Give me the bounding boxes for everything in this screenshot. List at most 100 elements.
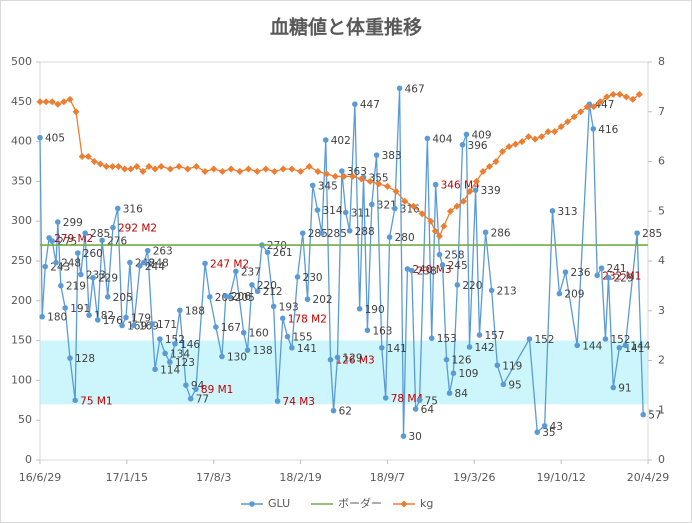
data-point [499,148,507,156]
data-point [86,312,92,318]
data-point [577,108,585,116]
data-point [538,133,546,141]
data-label: 467 [405,83,425,95]
data-label: 123 [175,357,195,369]
data-point [349,172,357,180]
data-point [622,342,629,349]
data-label: 64 [421,404,435,416]
data-point [594,272,600,279]
data-point [436,251,443,258]
data-point [416,397,423,404]
data-point [207,294,213,300]
data-point [346,227,353,234]
data-label: 35 [542,427,555,439]
data-point [544,128,552,136]
data-label: 236 [570,267,590,279]
x-tick-label: 18/2/19 [279,471,321,484]
data-point [408,267,415,274]
data-point [570,113,578,121]
data-label: 43 [550,421,563,433]
data-point [151,165,159,173]
data-label: 405 [45,133,65,145]
y2-tick-label: 6 [658,155,665,168]
data-label: 205 [113,292,133,304]
data-point [175,162,183,170]
data-point [583,103,591,111]
data-point [472,187,479,193]
data-point [72,397,78,404]
data-label: 114 [160,364,180,376]
data-point [494,362,501,369]
y-tick-label: 150 [11,334,32,347]
data-point [36,98,44,106]
data-point [96,160,104,168]
data-point [67,355,73,361]
data-label: 157 [484,330,504,342]
data-point [184,165,192,173]
data-point [166,165,174,173]
data-label: 285 [327,228,347,240]
data-point [131,322,137,329]
data-point [401,197,409,205]
data-label: 237 [241,266,261,278]
data-label: 212 [263,286,283,298]
data-point [616,344,623,351]
data-point [244,347,251,353]
data-label: 91 [618,383,631,395]
data-point [60,98,68,106]
data-point [482,229,489,236]
data-label: 202 [313,294,333,306]
data-label: 167 [221,322,241,334]
data-point [556,290,563,297]
data-point [270,303,277,310]
data-point [386,234,393,240]
data-point [409,202,417,210]
data-point [167,359,173,365]
y-tick-label: 200 [11,294,32,307]
data-point [210,165,218,173]
data-point [590,126,597,132]
data-point [463,131,470,138]
data-point [121,165,129,173]
x-tick-label: 16/6/29 [19,471,61,484]
data-label: 270 [267,240,287,252]
data-label: 280 [395,232,415,244]
data-point [262,165,270,173]
data-point [84,153,92,161]
data-label: 138 [253,345,273,357]
data-point [525,133,533,141]
data-point [299,230,306,236]
data-point [297,167,305,175]
data-label: 261 [273,247,293,259]
data-point [249,282,255,288]
data-point [472,177,480,185]
data-point [102,162,110,170]
data-point [193,386,199,392]
x-tick-label: 17/1/15 [106,471,148,484]
data-point [49,238,55,244]
data-label: 409 [471,129,491,141]
data-point [446,390,453,396]
legend-label: GLU [268,497,290,510]
y-tick-label: 400 [11,135,32,148]
data-label: 248 [149,258,169,270]
data-point [55,219,61,225]
data-label: 179 [131,313,151,325]
data-point [123,314,129,321]
data-point [99,237,105,244]
data-point [526,336,533,342]
data-point [431,227,439,235]
y-tick-label: 350 [11,174,32,187]
data-point [616,90,624,98]
data-label: 163 [372,325,392,337]
data-point [476,332,483,338]
y2-tick-label: 7 [658,105,665,118]
data-point [596,98,604,106]
data-point [439,262,446,268]
data-label: 260 [83,248,103,260]
y-tick-label: 500 [11,55,32,68]
data-point [48,98,56,106]
data-point [279,315,286,322]
x-tick-label: 20/4/29 [627,471,669,484]
